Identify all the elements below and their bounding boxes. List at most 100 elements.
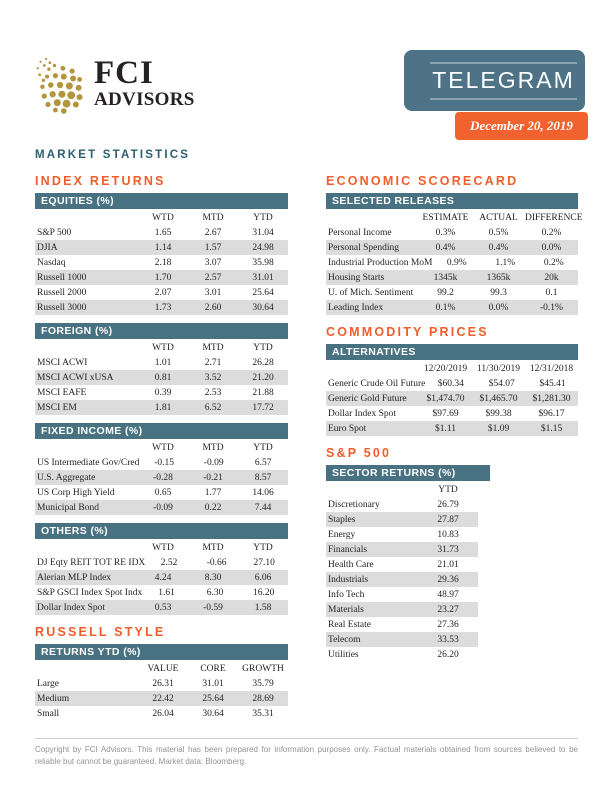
others-table: OTHERS (%) WTD MTD YTD DJ Eqty REIT TOT RE I…	[35, 523, 288, 615]
row-label: DJIA	[37, 242, 58, 253]
cell-value: 35.31	[252, 708, 274, 719]
table-row: US Corp High Yield 0.65 1.77 14.06	[35, 485, 288, 500]
cell-value: $96.17	[538, 408, 565, 419]
column-header-row: 12/20/2019 11/30/2019 12/31/2018	[326, 360, 578, 376]
row-label: Health Care	[328, 559, 374, 570]
table-row: S&P GSCI Index Spot Indx 1.61 6.30 16.20	[35, 585, 288, 600]
cell-value: 31.01	[252, 272, 274, 283]
cell-value: 2.07	[154, 287, 172, 298]
cell-value: 26.04	[152, 708, 174, 719]
cell-value: 21.20	[252, 372, 274, 383]
table-row: Info Tech 48.97	[326, 587, 478, 602]
cell-value: 35.79	[252, 678, 274, 689]
table-row: MSCI EM 1.81 6.52 17.72	[35, 400, 288, 415]
table-row: Russell 2000 2.07 3.01 25.64	[35, 285, 288, 300]
row-label: S&P 500	[37, 227, 72, 238]
cell-value: 23.27	[437, 604, 459, 615]
row-label: Small	[37, 708, 60, 719]
cell-value: 25.64	[202, 693, 224, 704]
row-label: Personal Spending	[328, 242, 399, 253]
row-label: U.S. Aggregate	[37, 472, 96, 483]
table-row: Euro Spot $1.11 $1.09 $1.15	[326, 421, 578, 436]
cell-value: -0.21	[203, 472, 223, 483]
cell-value: 10.83	[437, 529, 459, 540]
table-row: Industrials 29.36	[326, 572, 478, 587]
cell-value: 30.64	[202, 708, 224, 719]
cell-value: 28.69	[252, 693, 274, 704]
section-title-index-returns: INDEX RETURNS	[35, 174, 166, 188]
table-row: U.S. Aggregate -0.28 -0.21 8.57	[35, 470, 288, 485]
cell-value: 25.64	[252, 287, 274, 298]
cell-value: 1.81	[154, 402, 172, 413]
cell-value: 6.06	[254, 572, 272, 583]
table-row: S&P 500 1.65 2.67 31.04	[35, 225, 288, 240]
cell-value: 35.98	[252, 257, 274, 268]
cell-value: 1.70	[154, 272, 172, 283]
column-header: YTD	[253, 443, 273, 453]
cell-value: 6.57	[254, 457, 272, 468]
equities-table: EQUITIES (%) WTD MTD YTD S&P 500 1.65 2.67 31.0…	[35, 193, 288, 315]
cell-value: 0.1%	[435, 302, 456, 313]
cell-value: -0.59	[203, 602, 223, 613]
cell-value: 21.01	[437, 559, 459, 570]
row-label: Large	[37, 678, 59, 689]
column-header: YTD	[253, 213, 273, 223]
cell-value: 0.65	[154, 487, 172, 498]
row-label: DJ Eqty REIT TOT RE IDX	[37, 557, 146, 568]
cell-value: 26.31	[152, 678, 174, 689]
column-header: 11/30/2019	[477, 364, 520, 374]
fixed-income-table: FIXED INCOME (%) WTD MTD YTD US Intermediate…	[35, 423, 288, 515]
cell-value: 99.3	[490, 287, 507, 298]
cell-value: 1.77	[204, 487, 222, 498]
cell-value: 6.52	[204, 402, 222, 413]
table-title-bar: FIXED INCOME (%)	[35, 423, 288, 439]
row-label: MSCI ACWI	[37, 357, 88, 368]
row-label: Housing Starts	[328, 272, 385, 283]
cell-value: 0.9%	[446, 257, 467, 268]
row-label: Utilities	[328, 649, 359, 660]
cell-value: 1.65	[154, 227, 172, 238]
table-row: Housing Starts 1345k 1365k 20k	[326, 270, 578, 285]
table-row: Financials 31.73	[326, 542, 478, 557]
page-footer: Copyright by FCI Advisors. This material…	[35, 738, 578, 767]
cell-value: 24.98	[252, 242, 274, 253]
left-column: INDEX RETURNS EQUITIES (%) WTD MTD YTD S&P 5…	[35, 174, 288, 729]
table-row: Staples 27.87	[326, 512, 478, 527]
row-label: Municipal Bond	[37, 502, 100, 513]
row-label: Industrials	[328, 574, 369, 585]
cell-value: 0.53	[154, 602, 172, 613]
cell-value: 0.3%	[435, 227, 456, 238]
row-label: MSCI ACWI xUSA	[37, 372, 114, 383]
row-label: S&P GSCI Index Spot Indx	[37, 587, 143, 598]
row-label: Euro Spot	[328, 423, 367, 434]
cell-value: $97.69	[432, 408, 459, 419]
cell-value: -0.09	[153, 502, 173, 513]
column-header: YTD	[253, 343, 273, 353]
page-title: MARKET STATISTICS	[35, 149, 191, 161]
sector-returns-table: SECTOR RETURNS (%) YTD Discretionary 26.79 S…	[326, 465, 578, 662]
row-label: Real Estate	[328, 619, 371, 630]
foreign-table: FOREIGN (%) WTD MTD YTD MSCI ACWI 1.01 2.71 26.…	[35, 323, 288, 415]
table-row: Industrial Production MoM 0.9% 1.1% 0.2%	[326, 255, 578, 270]
cell-value: 16.20	[253, 587, 275, 598]
fci-logo: FCI ADVISORS	[35, 56, 195, 114]
cell-value: 0.39	[154, 387, 172, 398]
cell-value: 2.60	[204, 302, 222, 313]
cell-value: 0.4%	[488, 242, 509, 253]
column-header: WTD	[152, 543, 174, 553]
row-label: U. of Mich. Sentiment	[328, 287, 414, 298]
row-label: Generic Gold Future	[328, 393, 407, 404]
cell-value: 1.61	[158, 587, 175, 598]
column-header: WTD	[152, 213, 174, 223]
cell-value: -0.09	[203, 457, 224, 468]
cell-value: 1365k	[486, 272, 511, 283]
row-label: Industrial Production MoM	[328, 257, 433, 268]
row-label: Russell 3000	[37, 302, 87, 313]
table-row: US Intermediate Gov/Cred -0.15 -0.09 6.57	[35, 455, 288, 470]
cell-value: 4.24	[154, 572, 172, 583]
date-ribbon: December 20, 2019	[455, 112, 588, 140]
cell-value: 1.01	[154, 357, 172, 368]
table-row: DJ Eqty REIT TOT RE IDX 2.52 -0.66 27.10	[35, 555, 288, 570]
cell-value: $60.34	[437, 378, 464, 389]
cell-value: 29.36	[437, 574, 459, 585]
